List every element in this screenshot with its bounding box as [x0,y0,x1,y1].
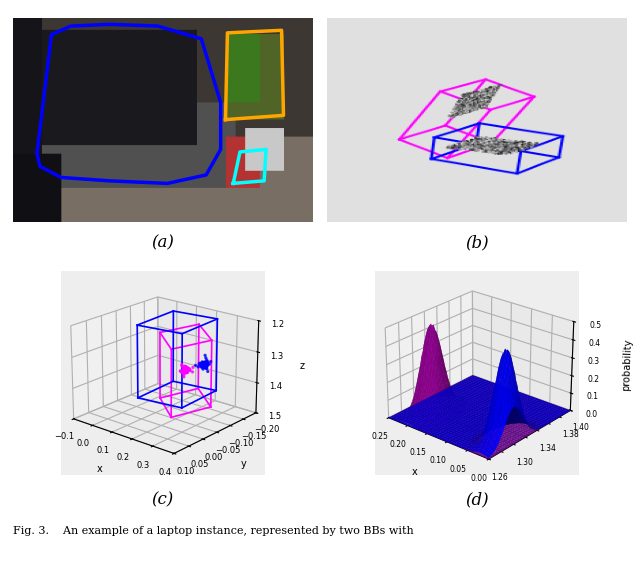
Text: (d): (d) [465,491,489,508]
Y-axis label: y: y [240,459,246,469]
Text: Fig. 3.    An example of a laptop instance, represented by two BBs with: Fig. 3. An example of a laptop instance,… [13,526,413,536]
X-axis label: x: x [412,467,418,477]
Text: (a): (a) [151,234,174,251]
Text: (c): (c) [152,491,174,508]
X-axis label: x: x [97,464,102,474]
Text: (b): (b) [465,234,489,251]
